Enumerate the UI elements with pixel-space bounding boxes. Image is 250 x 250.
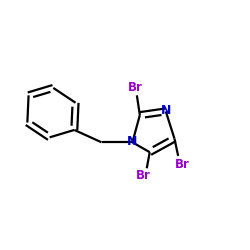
Text: N: N	[127, 134, 138, 147]
Text: Br: Br	[136, 169, 151, 182]
Text: N: N	[160, 104, 171, 117]
Text: Br: Br	[128, 82, 142, 94]
Text: Br: Br	[174, 158, 189, 171]
